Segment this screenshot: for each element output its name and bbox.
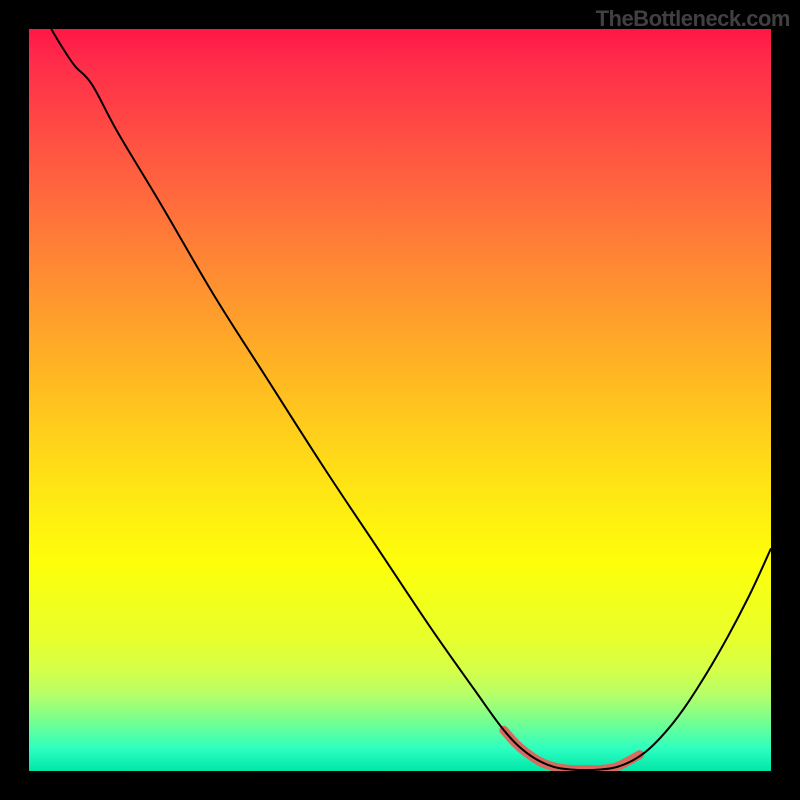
chart-curves-layer (29, 29, 771, 771)
chart-plot-area (29, 29, 771, 771)
chart-main-curve (51, 29, 771, 770)
